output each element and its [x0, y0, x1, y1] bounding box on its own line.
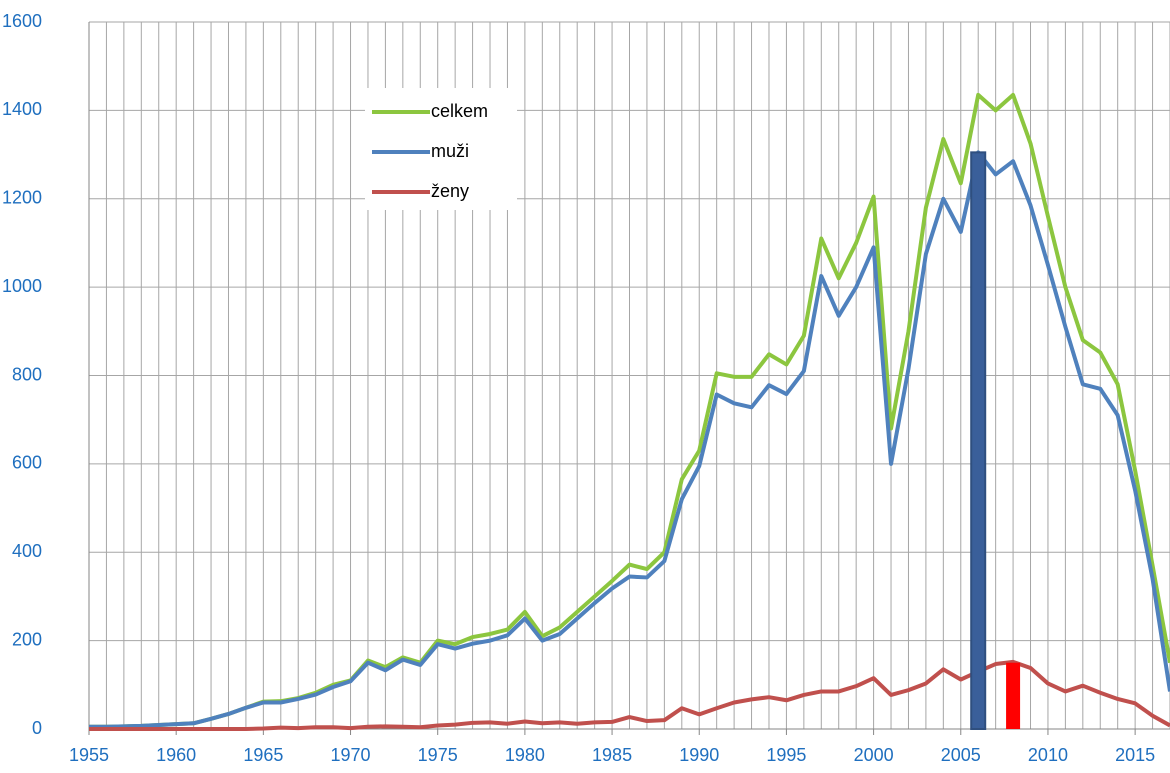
legend-label: ženy — [431, 181, 469, 201]
y-tick-label: 1000 — [2, 276, 42, 296]
y-tick-label: 0 — [32, 718, 42, 738]
series-line — [89, 659, 1170, 731]
x-tick-label: 1960 — [156, 745, 196, 765]
x-tick-label: 1995 — [766, 745, 806, 765]
x-tick-label: 1990 — [679, 745, 719, 765]
x-tick-label: 2005 — [941, 745, 981, 765]
y-tick-label: 1400 — [2, 99, 42, 119]
y-tick-label: 1200 — [2, 188, 42, 208]
x-tick-label: 1985 — [592, 745, 632, 765]
y-tick-label: 600 — [12, 453, 42, 473]
y-tick-label: 400 — [12, 541, 42, 561]
legend: celkem muži ženy — [365, 88, 517, 210]
x-tick-label: 2015 — [1115, 745, 1155, 765]
y-tick-label: 800 — [12, 364, 42, 384]
legend-box — [365, 88, 517, 210]
legend-label: celkem — [431, 101, 488, 121]
x-tick-label: 1955 — [69, 745, 109, 765]
x-tick-label: 1970 — [331, 745, 371, 765]
x-tick-label: 1975 — [418, 745, 458, 765]
x-tick-label: 2000 — [854, 745, 894, 765]
highlight-bar — [1006, 662, 1021, 729]
x-tick-label: 1980 — [505, 745, 545, 765]
y-tick-label: 200 — [12, 629, 42, 649]
x-tick-label: 2010 — [1028, 745, 1068, 765]
x-tick-label: 1965 — [243, 745, 283, 765]
series-line — [89, 150, 1170, 729]
legend-label: muži — [431, 141, 469, 161]
y-tick-label: 1600 — [2, 11, 42, 31]
highlight-bar — [970, 151, 987, 730]
